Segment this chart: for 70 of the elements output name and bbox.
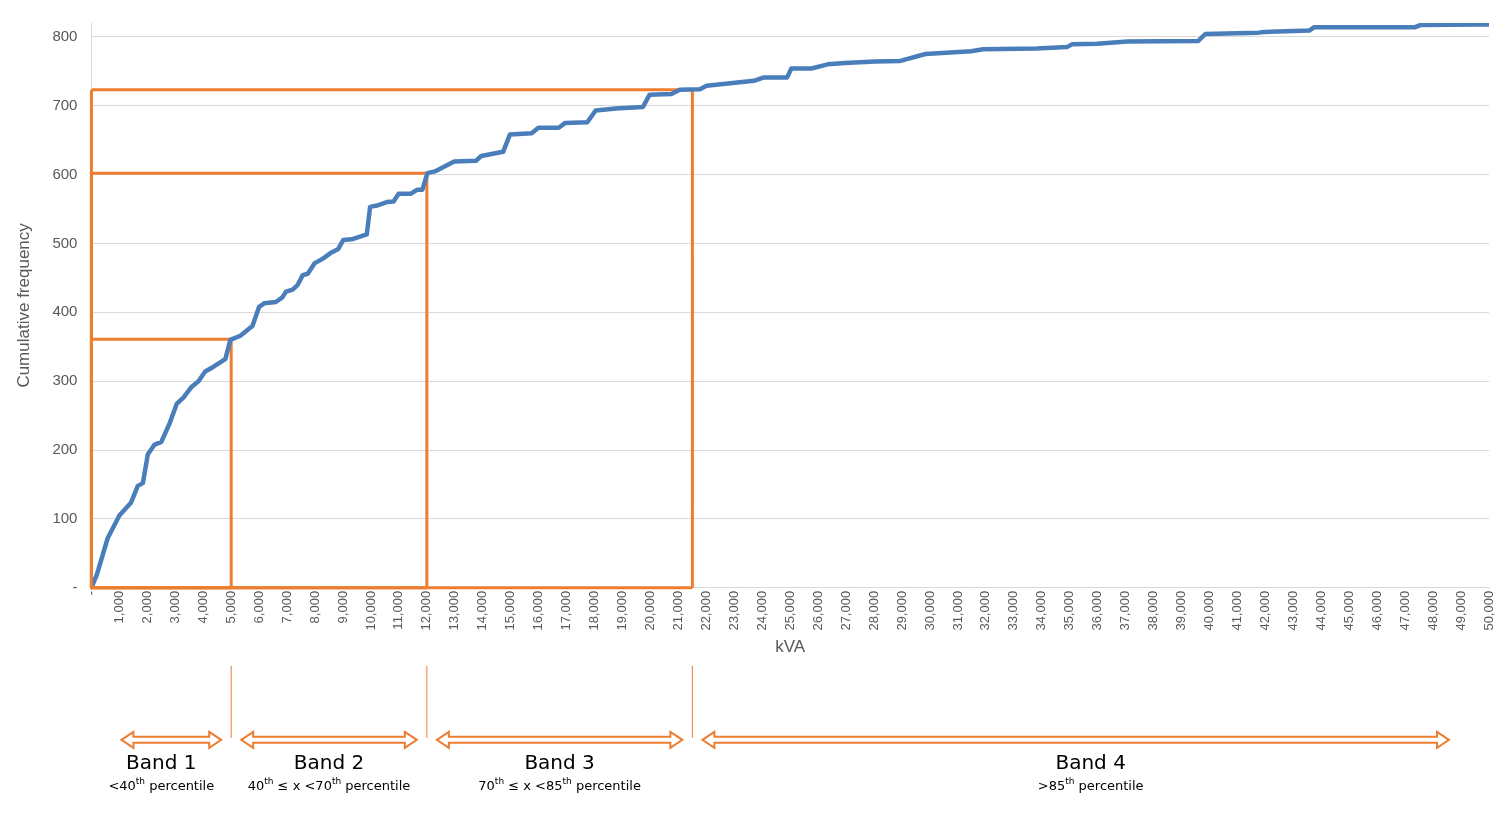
x-tick-label: 44,000 [1312, 590, 1328, 631]
x-tick-label: 11,000 [390, 590, 406, 630]
text: Band 1 [126, 749, 197, 774]
x-axis-title: kVA [775, 637, 806, 657]
x-tick-label: 23,000 [725, 590, 741, 631]
x-tick-label: 21,000 [669, 590, 685, 631]
x-tick-label: 30,000 [921, 590, 937, 631]
y-tick-label: - [72, 577, 78, 595]
x-tick-label: 12,000 [418, 590, 434, 631]
x-tick-label: 45,000 [1340, 590, 1356, 631]
y-tick-label: 400 [52, 302, 78, 320]
y-tick-label: 100 [52, 509, 78, 527]
x-tick-label: 6,000 [250, 590, 266, 624]
x-tick-label: 37,000 [1117, 590, 1133, 631]
x-tick-label: 33,000 [1005, 590, 1021, 631]
x-tick-label: 47,000 [1396, 590, 1412, 631]
text: Band 4 [1055, 749, 1126, 774]
x-tick-label: 24,000 [753, 590, 769, 631]
x-tick-label: 38,000 [1145, 590, 1161, 631]
text: 40$^{th}$ ≤ x <70$^{th}$ percentile [246, 774, 412, 795]
y-tick-label: 600 [52, 164, 78, 182]
x-tick-label: 22,000 [697, 590, 713, 631]
x-tick-label: 19,000 [614, 590, 630, 631]
text: Band 3 [524, 749, 595, 774]
y-tick-label: 700 [52, 95, 78, 113]
x-tick-label: 42,000 [1256, 590, 1272, 631]
x-tick-label: 32,000 [977, 590, 993, 631]
x-tick-label: 17,000 [558, 590, 574, 631]
text: >85$^{th}$ percentile [1036, 774, 1145, 795]
y-tick-label: 500 [52, 233, 78, 251]
x-tick-label: 10,000 [362, 590, 378, 631]
x-tick-label: - [83, 590, 98, 596]
x-tick-label: 46,000 [1368, 590, 1384, 631]
x-tick-label: 50,000 [1480, 590, 1496, 631]
x-tick-label: 4,000 [194, 590, 210, 624]
x-tick-label: 40,000 [1201, 590, 1217, 631]
x-tick-label: 7,000 [278, 590, 294, 624]
x-tick-label: 43,000 [1284, 590, 1300, 631]
x-tick-label: 26,000 [809, 590, 825, 631]
x-tick-label: 39,000 [1173, 590, 1189, 631]
text: Band 2 [293, 749, 365, 774]
x-tick-label: 14,000 [474, 590, 490, 631]
text: 70$^{th}$ ≤ x <85$^{th}$ percentile [477, 774, 642, 795]
x-tick-label: 27,000 [837, 590, 853, 631]
x-tick-label: 1,000 [110, 590, 126, 624]
x-tick-label: 34,000 [1033, 590, 1049, 631]
x-tick-label: 13,000 [446, 590, 462, 631]
x-tick-label: 49,000 [1452, 590, 1468, 631]
x-tick-label: 48,000 [1424, 590, 1440, 631]
x-tick-label: 9,000 [334, 590, 350, 624]
x-tick-label: 36,000 [1089, 590, 1105, 631]
x-tick-label: 8,000 [306, 590, 322, 624]
x-tick-label: 18,000 [586, 590, 602, 631]
x-tick-label: 28,000 [865, 590, 881, 631]
x-tick-label: 25,000 [781, 590, 797, 631]
y-tick-label: 300 [52, 371, 78, 389]
y-tick-label: 800 [52, 26, 78, 44]
y-tick-label: 200 [52, 440, 78, 458]
x-tick-label: 29,000 [893, 590, 909, 631]
x-tick-label: 35,000 [1061, 590, 1077, 631]
y-axis-title: Cumulative frequency [13, 222, 33, 388]
x-tick-label: 5,000 [222, 590, 238, 624]
x-tick-label: 16,000 [530, 590, 546, 631]
x-tick-label: 2,000 [138, 590, 154, 624]
text: <40$^{th}$ percentile [107, 774, 216, 795]
x-tick-label: 3,000 [166, 590, 182, 624]
x-tick-label: 15,000 [502, 590, 518, 631]
x-tick-label: 41,000 [1229, 590, 1245, 631]
x-tick-label: 31,000 [949, 590, 965, 631]
x-tick-label: 20,000 [642, 590, 658, 631]
